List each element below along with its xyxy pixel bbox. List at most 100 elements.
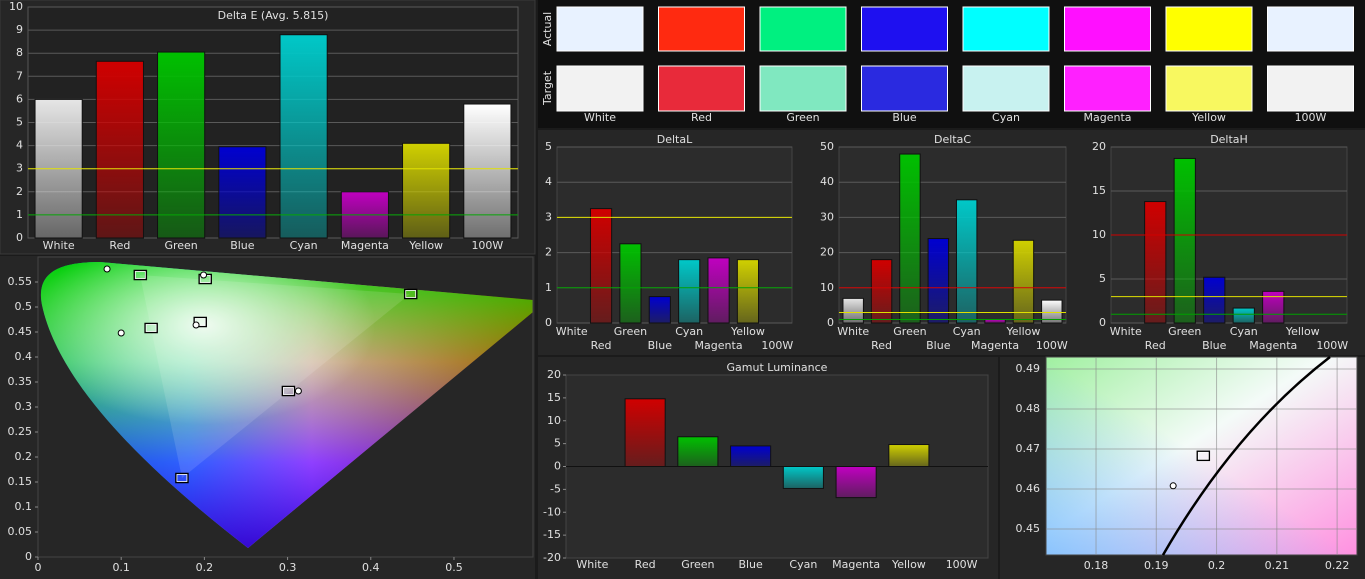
y-tick-label: 10 bbox=[547, 414, 561, 427]
bar bbox=[1232, 307, 1255, 324]
chart-title: Gamut Luminance bbox=[727, 361, 828, 374]
y-tick-label: 0.4 bbox=[15, 350, 33, 363]
y-tick-label: 10 bbox=[1092, 228, 1106, 241]
bar bbox=[218, 146, 267, 239]
y-tick-label: 0.2 bbox=[15, 450, 33, 463]
bar bbox=[835, 466, 877, 499]
y-tick-label: 8 bbox=[16, 46, 23, 59]
x-tick-label: 0.3 bbox=[279, 561, 297, 574]
x-tick-label: Yellow bbox=[891, 558, 926, 571]
y-tick-label: 0.3 bbox=[15, 400, 33, 413]
x-tick-label: 100W bbox=[761, 339, 793, 352]
bar bbox=[157, 51, 206, 239]
bar bbox=[1144, 201, 1167, 324]
y-tick-label: 9 bbox=[16, 23, 23, 36]
target-marker-inner bbox=[405, 290, 417, 298]
x-tick-label: Red bbox=[109, 239, 130, 252]
swatch-target bbox=[658, 65, 745, 112]
x-tick-label: White bbox=[556, 325, 588, 338]
locus-curve bbox=[1161, 356, 1331, 556]
bar bbox=[707, 257, 730, 324]
x-tick-label: 100W bbox=[1036, 339, 1068, 352]
x-tick-label: 0.1 bbox=[112, 561, 130, 574]
y-tick-label: 0 bbox=[16, 231, 23, 244]
y-tick-label: 0.55 bbox=[8, 275, 33, 288]
x-tick-label: White bbox=[837, 325, 869, 338]
bar bbox=[899, 153, 921, 324]
y-tick-label: 10 bbox=[820, 281, 834, 294]
swatch-target bbox=[1165, 65, 1253, 112]
y-tick-label: -20 bbox=[543, 551, 561, 564]
row-label: Target bbox=[541, 70, 554, 106]
bar bbox=[736, 259, 760, 324]
target-marker-inner bbox=[145, 324, 157, 332]
y-tick-label: -10 bbox=[543, 505, 561, 518]
x-tick-label: Magenta bbox=[341, 239, 389, 252]
y-tick-label: 5 bbox=[554, 437, 561, 450]
x-tick-label: Red bbox=[591, 339, 612, 352]
swatch-label: 100W bbox=[1295, 111, 1327, 124]
x-tick-label: 0.2 bbox=[1208, 559, 1226, 572]
swatch-target bbox=[556, 65, 644, 112]
y-tick-label: 0.47 bbox=[1016, 442, 1041, 455]
y-tick-label: 0 bbox=[1099, 316, 1106, 329]
y-tick-label: 3 bbox=[16, 162, 23, 175]
y-tick-label: 15 bbox=[1092, 184, 1106, 197]
y-tick-label: 0.49 bbox=[1016, 362, 1041, 375]
bar bbox=[927, 238, 950, 324]
bar bbox=[1203, 276, 1226, 324]
y-tick-label: 1 bbox=[545, 281, 552, 294]
bar bbox=[1262, 290, 1285, 324]
x-tick-label: Blue bbox=[648, 339, 673, 352]
y-tick-label: 0.5 bbox=[15, 300, 33, 313]
cie-gamut-background bbox=[40, 262, 533, 548]
x-tick-label: Red bbox=[1145, 339, 1166, 352]
x-tick-label: Green bbox=[164, 239, 197, 252]
x-tick-label: Green bbox=[893, 325, 926, 338]
swatch-target bbox=[1064, 65, 1151, 112]
x-tick-label: Red bbox=[871, 339, 892, 352]
y-tick-label: 2 bbox=[16, 185, 23, 198]
x-tick-label: 0.19 bbox=[1144, 559, 1169, 572]
bar bbox=[589, 208, 613, 324]
x-tick-label: Green bbox=[614, 325, 647, 338]
x-tick-label: 0.5 bbox=[445, 561, 463, 574]
target-marker bbox=[193, 316, 207, 328]
bar bbox=[842, 297, 864, 324]
x-tick-label: Yellow bbox=[408, 239, 443, 252]
target-marker bbox=[1196, 450, 1211, 462]
x-tick-label: White bbox=[576, 558, 608, 571]
swatch-actual bbox=[1165, 6, 1253, 52]
swatch-target bbox=[1267, 65, 1354, 112]
bar bbox=[870, 259, 893, 324]
y-tick-label: -5 bbox=[550, 482, 561, 495]
bar bbox=[678, 259, 701, 324]
swatch-target bbox=[759, 65, 847, 112]
x-tick-label: Blue bbox=[1202, 339, 1227, 352]
y-tick-label: 4 bbox=[545, 175, 552, 188]
x-tick-label: Blue bbox=[230, 239, 255, 252]
y-tick-label: 5 bbox=[545, 140, 552, 153]
x-tick-label: White bbox=[1110, 325, 1142, 338]
swatch-label: Blue bbox=[892, 111, 917, 124]
swatch-label: Red bbox=[691, 111, 712, 124]
measured-marker bbox=[103, 265, 111, 273]
x-tick-label: Magenta bbox=[832, 558, 880, 571]
x-tick-label: 0.4 bbox=[362, 561, 380, 574]
bar bbox=[648, 296, 671, 324]
measured-marker bbox=[192, 321, 200, 329]
y-tick-label: 0 bbox=[25, 550, 32, 563]
measured-marker bbox=[117, 329, 125, 337]
x-tick-label: Cyan bbox=[789, 558, 817, 571]
target-marker-inner bbox=[1197, 451, 1209, 460]
measured-marker bbox=[200, 271, 208, 279]
swatch-actual bbox=[1267, 6, 1354, 52]
y-tick-label: 6 bbox=[16, 92, 23, 105]
y-tick-label: 0 bbox=[554, 460, 561, 473]
x-tick-label: 0.22 bbox=[1325, 559, 1350, 572]
y-tick-label: -15 bbox=[543, 528, 561, 541]
chart-title: Delta E (Avg. 5.815) bbox=[218, 9, 329, 22]
y-tick-label: 20 bbox=[547, 368, 561, 381]
y-tick-label: 0.25 bbox=[8, 425, 33, 438]
